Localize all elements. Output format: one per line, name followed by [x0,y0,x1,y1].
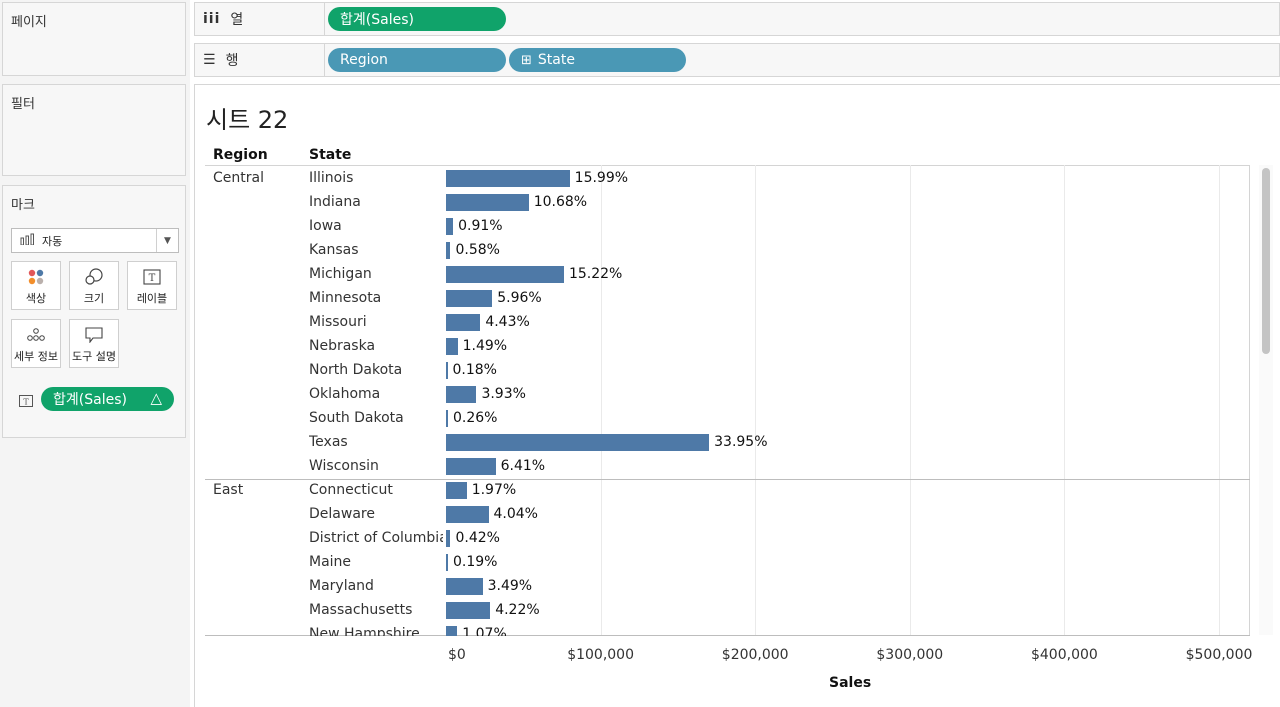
text-label-icon: T [143,266,161,288]
columns-sales-pill-label: 합계(Sales) [340,12,414,28]
filters-title: 필터 [11,97,35,112]
rows-region-pill-label: Region [340,52,388,68]
speech-bubble-icon [85,324,103,346]
left-panel: 페이지 필터 마크 자동 ▼ 색상 크기 T 레 [0,0,190,707]
rows-state-pill-label: State [537,52,575,68]
size-label: 크기 [83,291,105,305]
mark-type-dropdown[interactable]: 자동 ▼ [11,228,179,253]
text-mark-icon: T [19,392,33,411]
delta-icon: △ [150,389,162,407]
x-tick-label: $400,000 [1030,647,1098,663]
detail-label: 세부 정보 [14,349,58,363]
marks-title: 마크 [11,198,35,213]
state-header[interactable]: State [309,147,352,163]
list-icon: ☰ [203,52,216,68]
chart-bottom-border [205,635,1250,636]
region-header[interactable]: Region [213,147,268,163]
rows-label-text: 행 [225,53,239,69]
filters-card[interactable]: 필터 [2,84,186,176]
tooltip-button[interactable]: 도구 설명 [69,319,119,368]
size-button[interactable]: 크기 [69,261,119,310]
scrollbar-thumb[interactable] [1262,168,1270,354]
bar-chart-icon [20,233,36,248]
x-tick-label: $100,000 [567,647,634,663]
x-tick-label: $300,000 [876,647,944,663]
size-icon [84,266,104,288]
view-area [194,84,1280,707]
columns-label-text: 열 [230,12,244,28]
svg-text:T: T [23,398,29,407]
tooltip-label: 도구 설명 [72,349,116,363]
detail-button[interactable]: 세부 정보 [11,319,61,368]
x-tick-label: $0 [448,647,466,663]
marks-card: 마크 자동 ▼ 색상 크기 T 레이블 [2,185,186,438]
rows-state-pill[interactable]: ⊞ State [509,48,686,72]
header-divider [205,165,1250,166]
rows-shelf-label: ☰ 행 [195,44,325,76]
color-dots-icon [27,266,45,288]
x-axis-title: Sales [829,675,872,691]
chevron-down-icon: ▼ [156,229,178,252]
chart-right-border [1249,165,1250,635]
x-tick-label: $500,000 [1185,647,1253,663]
columns-shelf-label: iii 열 [195,3,325,35]
x-tick-label: $200,000 [721,647,789,663]
svg-text:T: T [149,273,156,284]
columns-icon: iii [203,11,221,27]
mark-sales-pill-label: 합계(Sales) [53,392,127,408]
color-label: 색상 [25,291,47,305]
pages-card[interactable]: 페이지 [2,2,186,76]
sheet-title: 시트 22 [206,106,289,134]
label-button[interactable]: T 레이블 [127,261,177,310]
columns-shelf[interactable]: iii 열 합계(Sales) [194,2,1280,36]
rows-region-pill[interactable]: Region [328,48,506,72]
rows-shelf[interactable]: ☰ 행 Region ⊞ State [194,43,1280,77]
detail-dots-icon [26,324,46,346]
pages-title: 페이지 [11,15,47,30]
expand-plus-icon[interactable]: ⊞ [521,52,532,68]
mark-type-value: 자동 [42,234,63,248]
color-button[interactable]: 색상 [11,261,61,310]
mark-sales-pill[interactable]: 합계(Sales) △ [41,387,174,411]
label-label: 레이블 [136,291,168,305]
vertical-scrollbar[interactable] [1259,165,1273,635]
columns-sales-pill[interactable]: 합계(Sales) [328,7,506,31]
